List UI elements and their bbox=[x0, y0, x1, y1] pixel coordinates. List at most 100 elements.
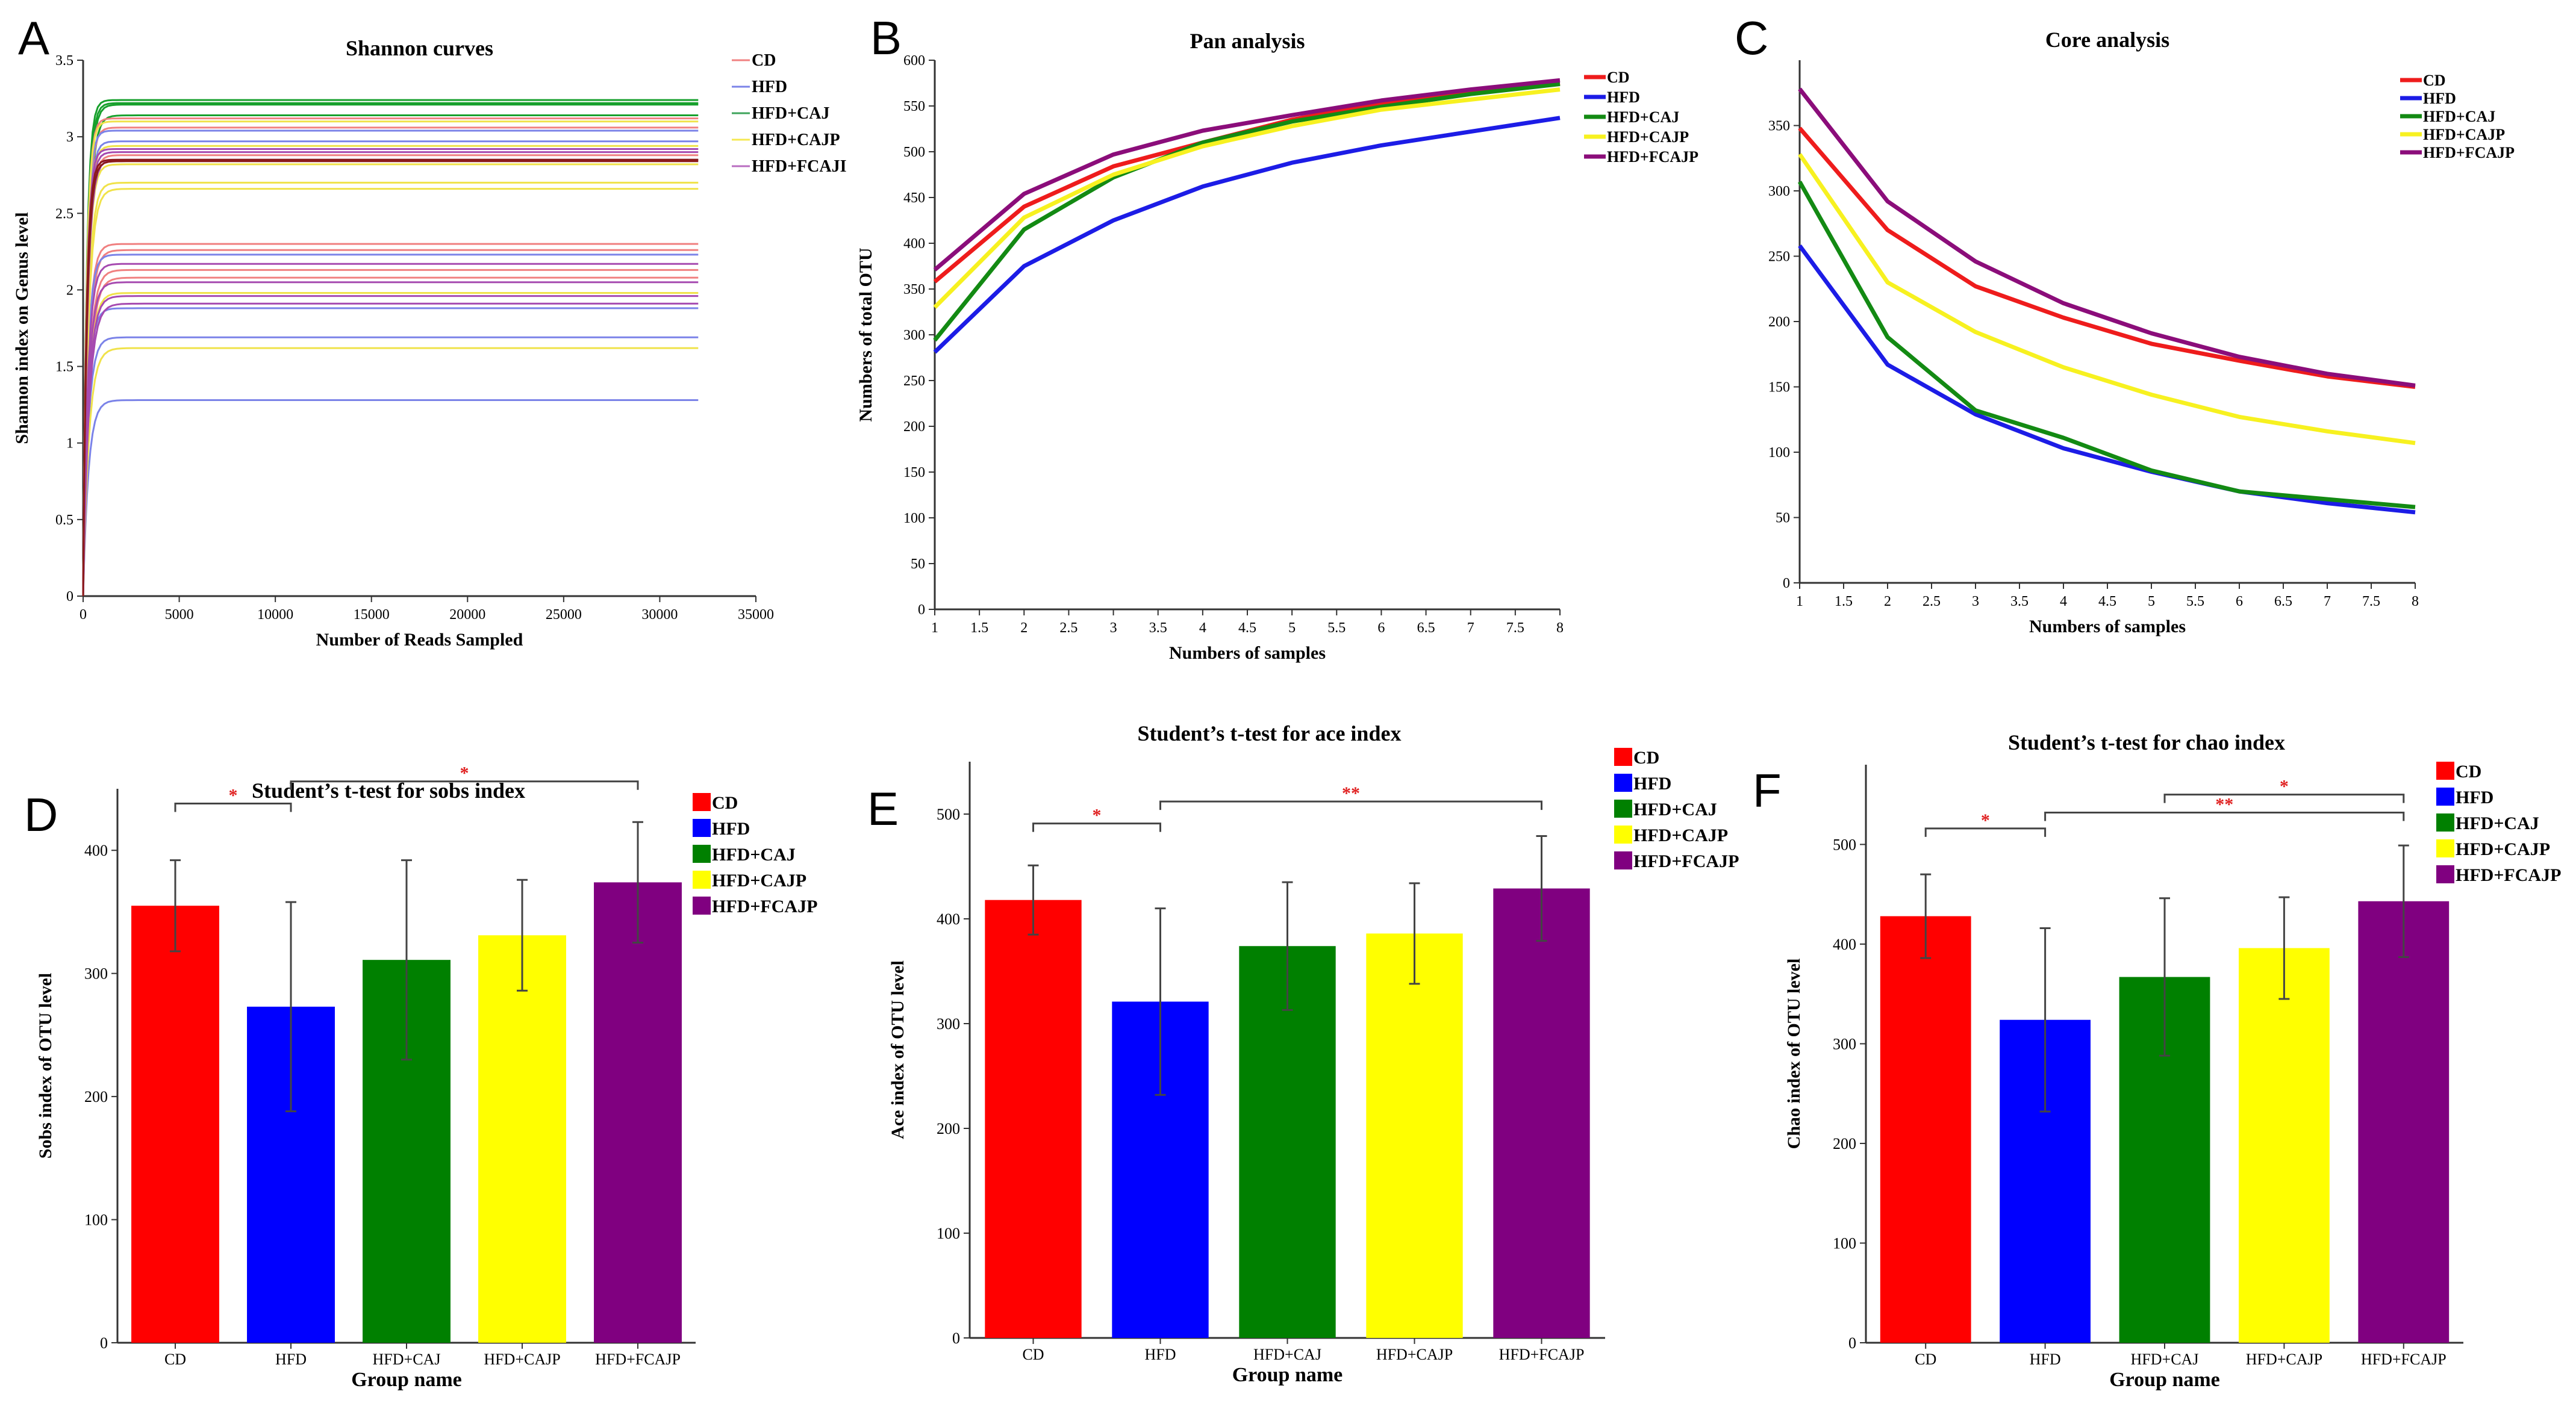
bar-cd bbox=[1880, 916, 1971, 1343]
x-tick-label: HFD bbox=[275, 1351, 307, 1368]
legend-swatch bbox=[2436, 865, 2454, 883]
y-tick-label: 0 bbox=[918, 602, 925, 618]
significance-label: * bbox=[1981, 810, 1990, 830]
significance-label: ** bbox=[1342, 783, 1360, 803]
legend-label: HFD bbox=[712, 819, 750, 839]
bar-cd bbox=[985, 900, 1082, 1338]
legend-label: HFD+CAJ bbox=[2423, 108, 2495, 125]
chart-title: Student’s t-test for sobs index bbox=[252, 779, 525, 803]
x-tick-label: 5.5 bbox=[2186, 594, 2204, 609]
shannon-curve-hfd bbox=[82, 336, 699, 597]
significance-label: * bbox=[229, 786, 238, 806]
y-tick-label: 300 bbox=[903, 328, 925, 343]
y-tick-label: 400 bbox=[84, 842, 108, 859]
y-tick-label: 0 bbox=[1848, 1334, 1856, 1352]
panel-letter: D bbox=[24, 788, 58, 841]
shannon-curve-hfd-cajp bbox=[82, 292, 699, 597]
y-tick-label: 500 bbox=[903, 145, 925, 160]
panel-a: A Shannon curves 0 5000 10000 15000 20000 25000… bbox=[12, 11, 847, 650]
panel-d: D Student’s t-test for sobs index 0 100 200 3… bbox=[24, 763, 817, 1391]
y-tick-label: 550 bbox=[903, 99, 925, 114]
legend-swatch bbox=[2436, 788, 2454, 806]
bar-hfd-cajp bbox=[1366, 933, 1463, 1338]
series-line-cd bbox=[933, 81, 1561, 284]
y-tick-label: 2 bbox=[66, 282, 73, 298]
shannon-curve-hfd-fcaji bbox=[82, 151, 699, 597]
x-tick-label: 10000 bbox=[257, 607, 293, 623]
x-axis-label: Group name bbox=[2109, 1369, 2220, 1391]
series-line-hfd-fcajp bbox=[1798, 87, 2416, 388]
x-tick-label: 20000 bbox=[449, 607, 485, 623]
y-tick-label: 400 bbox=[1833, 936, 1856, 953]
chart-title: Shannon curves bbox=[346, 36, 493, 60]
y-tick-label: 100 bbox=[937, 1225, 960, 1242]
y-tick-label: 300 bbox=[1768, 184, 1790, 199]
y-tick-label: 400 bbox=[903, 236, 925, 252]
panel-letter: E bbox=[867, 782, 899, 835]
panel-f: F Student’s t-test for chao index 0 100 200 3… bbox=[1753, 730, 2561, 1391]
shannon-curve-hfd-caj bbox=[82, 102, 699, 597]
x-tick-label: 0 bbox=[80, 607, 87, 623]
x-tick-label: 6.5 bbox=[1417, 620, 1435, 636]
legend-label: HFD+CAJ bbox=[1607, 108, 1679, 126]
legend-label: CD bbox=[1633, 748, 1659, 768]
panel-letter: B bbox=[870, 11, 902, 64]
y-tick-label: 1 bbox=[66, 436, 73, 452]
y-axis-label: Chao index of OTU level bbox=[1784, 959, 1804, 1149]
series-line-hfd-caj bbox=[933, 82, 1561, 342]
y-tick-label: 200 bbox=[903, 419, 925, 435]
series-line-cd bbox=[1798, 126, 2416, 389]
y-tick-label: 50 bbox=[1776, 511, 1790, 526]
x-axis-label: Group name bbox=[1232, 1364, 1343, 1386]
shannon-curve-cd bbox=[82, 243, 699, 597]
x-tick-label: 2.5 bbox=[1923, 594, 1941, 609]
x-tick-label: 7.5 bbox=[1506, 620, 1524, 636]
y-tick-label: 300 bbox=[84, 965, 108, 983]
panel-letter: C bbox=[1735, 11, 1768, 64]
legend-swatch bbox=[1614, 851, 1632, 869]
shannon-curve-cd bbox=[82, 126, 699, 597]
x-tick-label: 3 bbox=[1972, 594, 1979, 609]
legend-label: CD bbox=[2456, 762, 2481, 782]
legend-label: HFD+CAJ bbox=[1633, 800, 1717, 819]
legend-label: HFD+CAJ bbox=[712, 845, 796, 865]
shannon-curve-hfd-caj bbox=[82, 104, 699, 597]
y-tick-label: 300 bbox=[937, 1015, 960, 1033]
y-tick-label: 0.5 bbox=[55, 512, 73, 528]
legend-label: HFD+CAJ bbox=[2456, 813, 2539, 833]
significance-label: * bbox=[2280, 777, 2289, 797]
x-tick-label: 15000 bbox=[354, 607, 390, 623]
shannon-curve-hfd-fcaji bbox=[82, 302, 699, 597]
x-tick-label: HFD bbox=[2030, 1351, 2061, 1368]
legend-label: HFD+FCAJP bbox=[2456, 865, 2561, 885]
legend-swatch bbox=[693, 845, 711, 863]
shannon-curve-hfd-fcaji bbox=[82, 148, 699, 597]
legend-swatch bbox=[1614, 774, 1632, 792]
legend-label: HFD bbox=[1633, 774, 1671, 794]
x-tick-label: 4.5 bbox=[1238, 620, 1256, 636]
x-tick-label: 1 bbox=[1796, 594, 1803, 609]
x-axis-label: Numbers of samples bbox=[1169, 643, 1326, 663]
shannon-curve-hfd bbox=[82, 140, 699, 597]
shannon-curve-hfd bbox=[82, 253, 699, 597]
x-tick-label: 25000 bbox=[546, 607, 582, 623]
legend-label: HFD bbox=[2456, 788, 2493, 807]
x-tick-label: 1.5 bbox=[1835, 594, 1853, 609]
legend-label: HFD+CAJP bbox=[712, 871, 806, 891]
y-axis-label: Numbers of total OTU bbox=[856, 247, 876, 421]
y-tick-label: 150 bbox=[1768, 380, 1790, 396]
chart-title: Core analysis bbox=[2045, 28, 2169, 52]
y-tick-label: 100 bbox=[1768, 445, 1790, 461]
y-tick-label: 100 bbox=[903, 511, 925, 526]
x-tick-label: HFD+CAJ bbox=[373, 1351, 441, 1368]
bar-hfd-fcajp bbox=[594, 882, 682, 1343]
x-tick-label: 30000 bbox=[641, 607, 678, 623]
x-tick-label: HFD+CAJP bbox=[1376, 1346, 1453, 1363]
x-tick-label: 2 bbox=[1884, 594, 1891, 609]
legend-label: HFD+CAJP bbox=[2423, 126, 2505, 143]
y-axis-label: Shannon index on Genus level bbox=[12, 212, 32, 444]
legend-label: CD bbox=[752, 51, 776, 70]
y-tick-label: 0 bbox=[952, 1329, 960, 1347]
x-tick-label: HFD+CAJ bbox=[2131, 1351, 2199, 1368]
y-tick-label: 350 bbox=[903, 282, 925, 297]
